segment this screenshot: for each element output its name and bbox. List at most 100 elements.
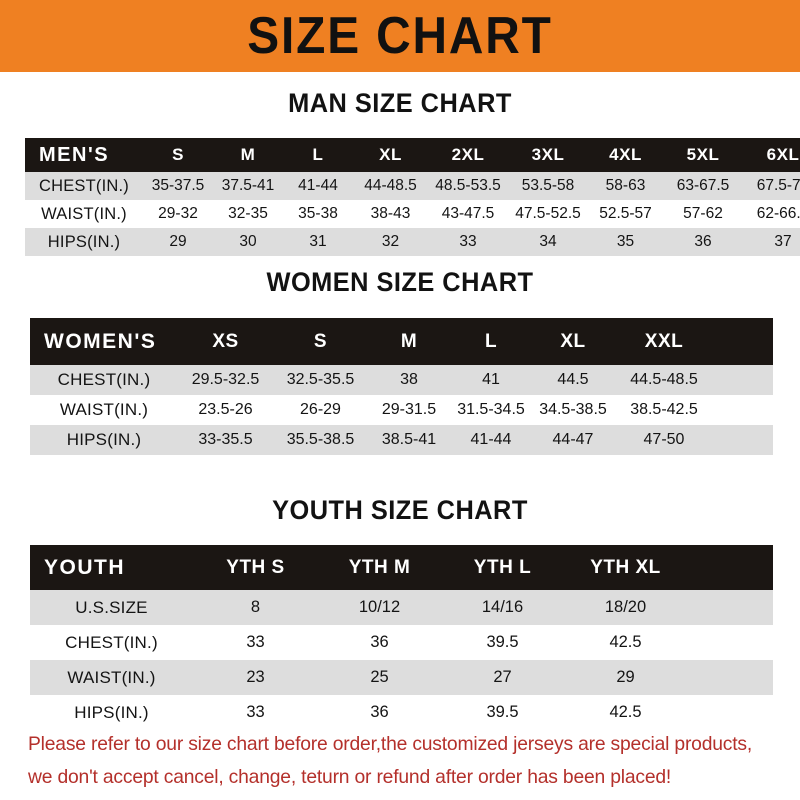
measurement-cell-empty xyxy=(687,625,773,660)
measurement-cell: 32.5-35.5 xyxy=(273,365,368,395)
measurement-cell: 33 xyxy=(428,228,508,256)
order-notice-line-1: Please refer to our size chart before or… xyxy=(28,733,753,755)
table-row: U.S.SIZE 8 10/12 14/16 18/20 xyxy=(30,590,773,625)
measurement-cell: 34.5-38.5 xyxy=(532,395,614,425)
measurement-cell: 23 xyxy=(193,660,318,695)
measurement-cell: 29-31.5 xyxy=(368,395,450,425)
measurement-cell: 44.5-48.5 xyxy=(614,365,714,395)
measurement-cell: 39.5 xyxy=(441,695,564,730)
order-notice: Please refer to our size chart before or… xyxy=(28,728,771,794)
row-label: WAIST(IN.) xyxy=(30,660,193,695)
header-cell-size: M xyxy=(213,138,283,172)
measurement-cell: 8 xyxy=(193,590,318,625)
measurement-cell: 44-48.5 xyxy=(353,172,428,200)
header-cell-label: MEN'S xyxy=(25,138,143,172)
row-label: CHEST(IN.) xyxy=(30,625,193,660)
header-cell-size: XL xyxy=(532,318,614,365)
measurement-cell: 31 xyxy=(283,228,353,256)
table-row: CHEST(IN.) 35-37.5 37.5-41 41-44 44-48.5… xyxy=(25,172,800,200)
header-cell-label: WOMEN'S xyxy=(30,318,178,365)
measurement-cell: 30 xyxy=(213,228,283,256)
table-row: HIPS(IN.) 33-35.5 35.5-38.5 38.5-41 41-4… xyxy=(30,425,773,455)
measurement-cell: 37.5-41 xyxy=(213,172,283,200)
measurement-cell: 38.5-41 xyxy=(368,425,450,455)
measurement-cell: 38.5-42.5 xyxy=(614,395,714,425)
page-banner: SIZE CHART xyxy=(0,0,800,72)
measurement-cell: 44-47 xyxy=(532,425,614,455)
section-title-women: WOMEN SIZE CHART xyxy=(266,267,534,297)
measurement-cell: 44.5 xyxy=(532,365,614,395)
measurement-cell: 33 xyxy=(193,625,318,660)
header-cell-size: 4XL xyxy=(588,138,663,172)
measurement-cell: 39.5 xyxy=(441,625,564,660)
measurement-cell: 18/20 xyxy=(564,590,687,625)
header-cell-size: M xyxy=(368,318,450,365)
measurement-cell: 33-35.5 xyxy=(178,425,273,455)
table-header-row: WOMEN'S XS S M L XL XXL xyxy=(30,318,773,365)
measurement-cell: 41-44 xyxy=(283,172,353,200)
header-cell-size: XL xyxy=(353,138,428,172)
measurement-cell-empty xyxy=(687,590,773,625)
page-title: SIZE CHART xyxy=(247,7,553,65)
row-label: HIPS(IN.) xyxy=(30,425,178,455)
table-row: HIPS(IN.) 29 30 31 32 33 34 35 36 37 xyxy=(25,228,800,256)
measurement-cell-empty xyxy=(714,425,773,455)
header-cell-size: YTH S xyxy=(193,545,318,590)
measurement-cell: 58-63 xyxy=(588,172,663,200)
measurement-cell: 43-47.5 xyxy=(428,200,508,228)
measurement-cell: 32 xyxy=(353,228,428,256)
header-cell-size: L xyxy=(450,318,532,365)
header-cell-size: 6XL xyxy=(743,138,800,172)
measurement-cell: 42.5 xyxy=(564,695,687,730)
measurement-cell: 31.5-34.5 xyxy=(450,395,532,425)
header-cell-empty xyxy=(714,318,773,365)
measurement-cell: 29 xyxy=(564,660,687,695)
row-label: WAIST(IN.) xyxy=(30,395,178,425)
row-label: HIPS(IN.) xyxy=(25,228,143,256)
table-row: WAIST(IN.) 23.5-26 26-29 29-31.5 31.5-34… xyxy=(30,395,773,425)
header-cell-size: 2XL xyxy=(428,138,508,172)
measurement-cell: 25 xyxy=(318,660,441,695)
measurement-cell: 47-50 xyxy=(614,425,714,455)
youth-size-table: YOUTH YTH S YTH M YTH L YTH XL U.S.SIZE … xyxy=(30,545,773,730)
header-cell-size: YTH M xyxy=(318,545,441,590)
measurement-cell: 36 xyxy=(663,228,743,256)
women-size-table: WOMEN'S XS S M L XL XXL CHEST(IN.) 29.5-… xyxy=(30,318,773,455)
measurement-cell: 33 xyxy=(193,695,318,730)
measurement-cell: 34 xyxy=(508,228,588,256)
order-notice-line-2: we don't accept cancel, change, teturn o… xyxy=(28,766,672,788)
row-label: HIPS(IN.) xyxy=(30,695,193,730)
measurement-cell: 41-44 xyxy=(450,425,532,455)
measurement-cell: 53.5-58 xyxy=(508,172,588,200)
measurement-cell: 35-38 xyxy=(283,200,353,228)
measurement-cell: 62-66.5 xyxy=(743,200,800,228)
measurement-cell: 57-62 xyxy=(663,200,743,228)
measurement-cell: 36 xyxy=(318,625,441,660)
measurement-cell: 26-29 xyxy=(273,395,368,425)
measurement-cell: 37 xyxy=(743,228,800,256)
row-label: WAIST(IN.) xyxy=(25,200,143,228)
header-cell-size: 5XL xyxy=(663,138,743,172)
measurement-cell-empty xyxy=(687,660,773,695)
measurement-cell: 29 xyxy=(143,228,213,256)
row-label: CHEST(IN.) xyxy=(25,172,143,200)
measurement-cell: 23.5-26 xyxy=(178,395,273,425)
header-cell-size: XXL xyxy=(614,318,714,365)
measurement-cell: 27 xyxy=(441,660,564,695)
measurement-cell: 14/16 xyxy=(441,590,564,625)
measurement-cell: 67.5-72 xyxy=(743,172,800,200)
measurement-cell: 52.5-57 xyxy=(588,200,663,228)
measurement-cell: 32-35 xyxy=(213,200,283,228)
measurement-cell: 38-43 xyxy=(353,200,428,228)
measurement-cell: 10/12 xyxy=(318,590,441,625)
header-cell-size: YTH XL xyxy=(564,545,687,590)
table-row: WAIST(IN.) 29-32 32-35 35-38 38-43 43-47… xyxy=(25,200,800,228)
measurement-cell: 48.5-53.5 xyxy=(428,172,508,200)
header-cell-size: S xyxy=(273,318,368,365)
table-row: CHEST(IN.) 29.5-32.5 32.5-35.5 38 41 44.… xyxy=(30,365,773,395)
table-row: WAIST(IN.) 23 25 27 29 xyxy=(30,660,773,695)
measurement-cell: 42.5 xyxy=(564,625,687,660)
header-cell-size: XS xyxy=(178,318,273,365)
table-header-row: YOUTH YTH S YTH M YTH L YTH XL xyxy=(30,545,773,590)
